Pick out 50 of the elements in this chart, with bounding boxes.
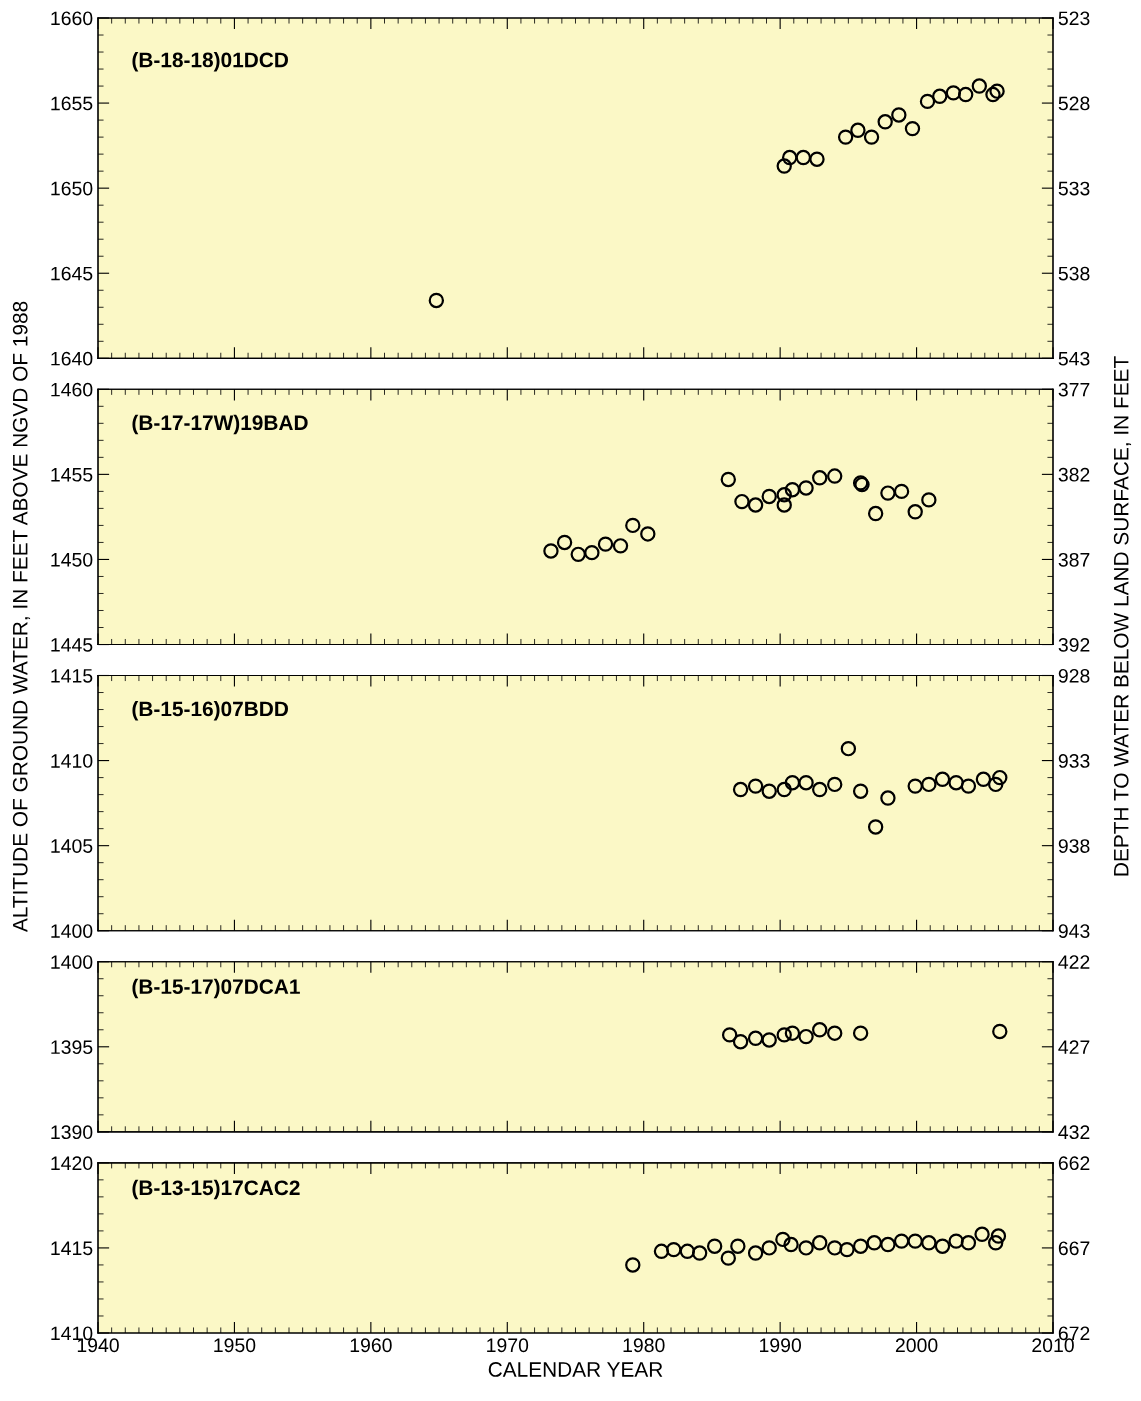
x-tick-label: 1960 <box>350 1338 392 1353</box>
y-tick-label: 1640 <box>51 351 93 366</box>
y-tick-label: 1415 <box>51 1241 93 1256</box>
y-tick-label: 1400 <box>51 955 93 969</box>
y2-tick-label: 662 <box>1058 1156 1090 1171</box>
y-tick-label: 1455 <box>51 468 93 482</box>
y-tick-label: 1395 <box>51 1040 93 1055</box>
x-axis-title: CALENDAR YEAR <box>488 1362 663 1377</box>
x-tick-label: 1970 <box>487 1338 529 1353</box>
y-tick-label: 1415 <box>51 669 93 683</box>
y2-tick-label: 377 <box>1058 382 1090 397</box>
y2-tick-label: 538 <box>1058 266 1090 281</box>
y-tick-label: 1400 <box>51 924 93 938</box>
y2-tick-label: 928 <box>1058 668 1090 683</box>
y2-tick-label: 943 <box>1058 924 1090 938</box>
annotation: (B-15-16)07BDD <box>132 701 288 721</box>
y2-axis-title: DEPTH TO WATER BELOW LAND SURFACE, IN FEET <box>1113 356 1132 876</box>
y2-tick-label: 427 <box>1058 1040 1090 1054</box>
y2-tick-label: 387 <box>1058 552 1090 567</box>
y-tick-label: 1655 <box>51 96 93 111</box>
y2-tick-label: 382 <box>1058 467 1090 482</box>
annotation: (B-13-15)17CAC2 <box>132 1179 300 1200</box>
y-axis-title: ALTITUDE OF GROUND WATER, IN FEET ABOVE NGVD OF 1988 <box>12 301 31 933</box>
y-tick-label: 1445 <box>51 638 93 652</box>
annotation: (B-15-17)07DCA1 <box>132 978 300 999</box>
y-tick-label: 1405 <box>51 839 93 853</box>
y2-tick-label: 523 <box>1058 11 1090 26</box>
y2-tick-label: 533 <box>1058 181 1090 196</box>
y-tick-label: 1450 <box>51 552 93 567</box>
y2-tick-label: 392 <box>1058 638 1090 652</box>
y-tick-label: 1645 <box>51 266 93 281</box>
y-tick-label: 1410 <box>51 754 93 768</box>
annotation: (B-17-17W)19BAD <box>132 414 308 435</box>
x-tick-label: 1950 <box>214 1338 256 1353</box>
y2-tick-label: 933 <box>1058 754 1090 768</box>
x-tick-label: 2000 <box>895 1338 938 1353</box>
y-tick-label: 1650 <box>51 181 93 196</box>
y-tick-label: 1420 <box>51 1156 93 1171</box>
y2-tick-label: 422 <box>1058 955 1090 969</box>
y2-tick-label: 667 <box>1058 1241 1090 1256</box>
y2-tick-label: 543 <box>1058 351 1090 366</box>
x-tick-label: 1980 <box>623 1338 665 1353</box>
y-tick-label: 1460 <box>51 382 93 397</box>
annotation: (B-18-18)01DCD <box>132 52 288 72</box>
y2-tick-label: 528 <box>1058 96 1090 111</box>
y2-tick-label: 432 <box>1058 1125 1090 1140</box>
y-tick-label: 1390 <box>51 1125 93 1140</box>
y2-tick-label: 938 <box>1058 839 1090 853</box>
x-tick-label: 1990 <box>760 1338 802 1353</box>
y-tick-label: 1660 <box>51 11 93 26</box>
